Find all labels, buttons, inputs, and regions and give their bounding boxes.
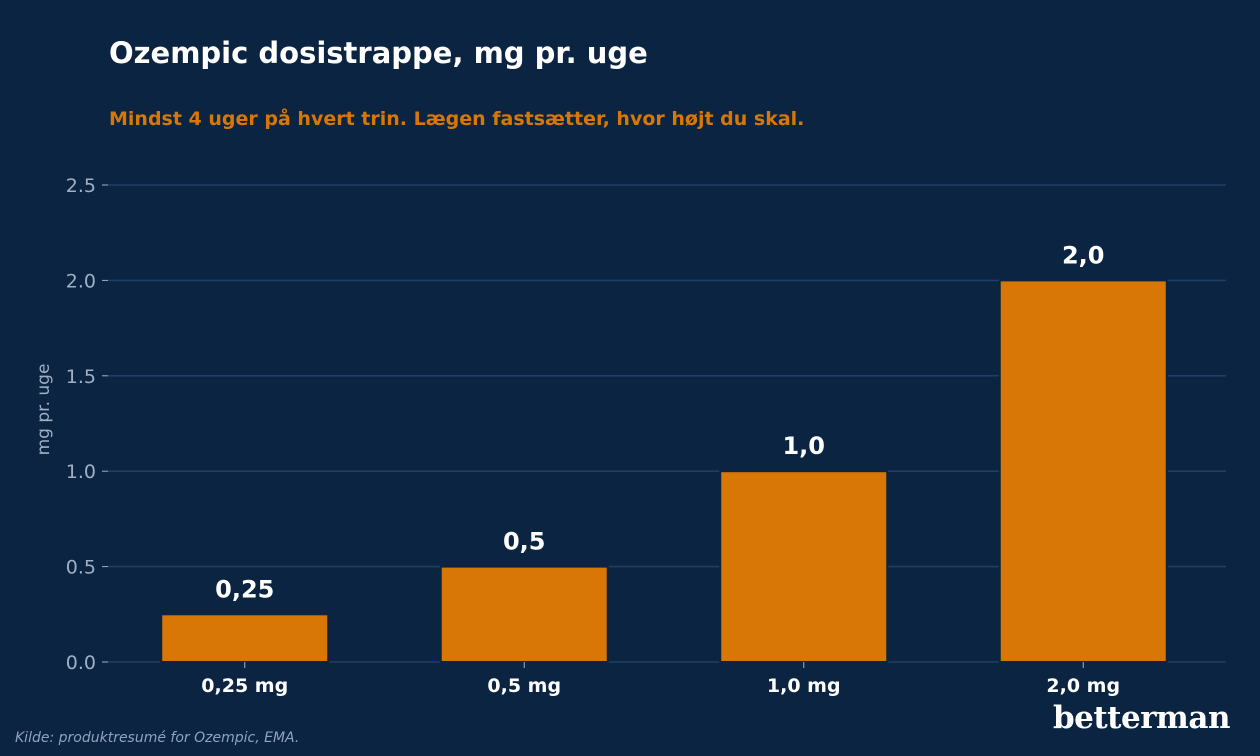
x-tick-label: 0,5 mg xyxy=(487,675,561,697)
chart-title: Ozempic dosistrappe, mg pr. uge xyxy=(109,36,648,70)
y-tick-label: 1.0 xyxy=(66,461,96,483)
source-note: Kilde: produktresumé for Ozempic, EMA. xyxy=(15,730,300,746)
y-axis-ticks: 0.0 0.5 1.0 1.5 2.0 2.5 xyxy=(66,175,108,674)
x-tick-label: 2,0 mg xyxy=(1046,675,1120,697)
x-tick-label: 0,25 mg xyxy=(201,675,288,697)
data-labels: 0,25 0,5 1,0 2,0 xyxy=(215,241,1104,603)
data-label: 0,25 xyxy=(215,575,274,603)
y-axis-label: mg pr. uge xyxy=(34,364,54,456)
y-tick-label: 1.5 xyxy=(66,366,96,388)
chart-subtitle: Mindst 4 uger på hvert trin. Lægen fasts… xyxy=(109,108,805,130)
x-axis-ticks: 0,25 mg 0,5 mg 1,0 mg 2,0 mg xyxy=(201,662,1120,697)
bar xyxy=(998,279,1168,663)
brand-logo: betterman xyxy=(1052,700,1231,736)
y-tick-label: 0.5 xyxy=(66,557,96,579)
data-label: 2,0 xyxy=(1062,241,1105,269)
y-tick-label: 0.0 xyxy=(66,652,96,674)
bar xyxy=(719,470,889,664)
y-tick-label: 2.0 xyxy=(66,270,96,292)
bar xyxy=(439,565,609,663)
data-label: 0,5 xyxy=(503,528,546,556)
bar xyxy=(160,613,330,663)
x-tick-label: 1,0 mg xyxy=(767,675,841,697)
y-tick-label: 2.5 xyxy=(66,175,96,197)
bars xyxy=(160,279,1168,664)
data-label: 1,0 xyxy=(782,432,825,460)
